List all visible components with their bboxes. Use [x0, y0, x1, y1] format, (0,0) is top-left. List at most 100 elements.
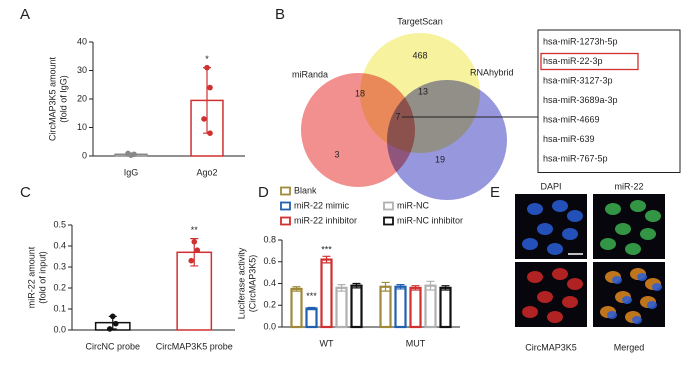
list-item: hsa-miR-3127-3p: [543, 75, 613, 85]
cell: [615, 223, 631, 235]
list-item: hsa-miR-22-3p: [543, 56, 603, 66]
cell: [567, 210, 583, 222]
y-tick-label: 0.1: [53, 303, 66, 313]
cell: [562, 296, 578, 308]
cell: [547, 311, 563, 323]
cell: [607, 311, 617, 319]
legend-swatch: [280, 186, 291, 196]
legend-swatch: [383, 216, 394, 226]
panel-label: A: [20, 6, 30, 23]
cell: [632, 316, 642, 324]
bar: [379, 285, 392, 329]
cell: [537, 223, 553, 235]
list-item: hsa-miR-639: [543, 134, 595, 144]
region-count: 468: [412, 50, 427, 60]
y-tick-label: 0.5: [53, 219, 66, 229]
bar: [439, 286, 452, 329]
region-count: 3: [334, 149, 339, 159]
y-axis-label: Luciferase activity: [236, 247, 246, 319]
data-point: [125, 150, 131, 157]
cell: [537, 291, 553, 303]
y-tick-label: 0.6: [263, 256, 276, 266]
data-point: [207, 84, 213, 91]
legend-label: miR-NC inhibitor: [397, 215, 463, 225]
error-bar: [337, 283, 346, 292]
cell: [552, 268, 568, 280]
data-point: [109, 313, 116, 320]
y-tick-label: 30: [77, 65, 87, 75]
cell: [625, 243, 641, 255]
error-bar: [396, 283, 405, 290]
cell: [547, 243, 563, 255]
y-tick-label: 0.8: [263, 234, 276, 244]
y-tick-label: 10: [77, 122, 87, 132]
cell: [600, 238, 616, 250]
error-bar: [352, 282, 361, 289]
region-count: 19: [435, 154, 445, 164]
bar: [424, 284, 437, 329]
data-point: [106, 326, 113, 332]
cell: [612, 276, 622, 284]
cell: [527, 203, 543, 215]
error-bar: [381, 281, 390, 292]
error-bar: [426, 280, 435, 291]
cell: [605, 203, 621, 215]
x-tick-label: WT: [320, 338, 334, 348]
significance: ***: [306, 291, 317, 301]
list-item: hsa-miR-4669: [543, 114, 600, 124]
y-tick-label: 0: [82, 150, 87, 160]
significance: ***: [321, 245, 332, 255]
legend-swatch: [383, 201, 394, 211]
y-tick-label: 0.0: [53, 324, 66, 334]
data-point: [207, 130, 213, 136]
y-tick-label: 0.3: [53, 261, 66, 271]
bar: [320, 258, 333, 329]
cell: [527, 271, 543, 283]
highlight: [540, 52, 639, 71]
bar: [409, 286, 422, 329]
panel-label: B: [275, 6, 285, 23]
legend-swatch: [280, 201, 291, 211]
cell: [522, 306, 538, 318]
y-tick-label: 0.2: [53, 282, 66, 292]
bar: [394, 285, 407, 329]
y-axis-label: CircMAP3K5 amount: [47, 56, 57, 141]
list-item: hsa-miR-1273h-5p: [543, 36, 618, 46]
error-bar: [307, 306, 316, 311]
venn-set: [387, 80, 507, 200]
y-tick-label: 0.2: [263, 300, 276, 310]
set-label: RNAhybrid: [470, 67, 514, 77]
y-tick-label: 0.0: [263, 321, 276, 331]
image-label: DAPI: [540, 181, 561, 191]
cell: [640, 228, 656, 240]
data-point: [201, 116, 207, 122]
y-tick-label: 40: [77, 36, 87, 46]
y-axis-label: (fold of IgG): [58, 75, 68, 123]
y-tick-label: 0.4: [263, 278, 276, 288]
data-point: [194, 247, 201, 253]
error-bar: [441, 285, 450, 291]
error-bar: [411, 285, 420, 291]
set-label: TargetScan: [397, 16, 443, 26]
list-item: hsa-miR-767-5p: [543, 153, 608, 163]
cell: [637, 273, 647, 281]
bar: [290, 287, 303, 329]
y-axis-label: (CircMAP3K5): [247, 255, 257, 313]
x-tick-label: CircNC probe: [85, 341, 140, 351]
legend-label: miR-22 inhibitor: [294, 215, 357, 225]
cell: [652, 283, 662, 291]
y-tick-label: 0.4: [53, 240, 66, 250]
legend-swatch: [280, 216, 291, 226]
venn-set: [301, 73, 415, 187]
error-bar: [322, 255, 331, 264]
significance: **: [191, 225, 199, 235]
set-label: miRanda: [292, 69, 328, 79]
cell: [630, 200, 646, 212]
y-tick-label: 20: [77, 93, 87, 103]
region-count: 18: [355, 88, 365, 98]
cell: [645, 210, 661, 222]
y-axis-label: miR-22 amount: [26, 246, 36, 308]
cell: [567, 278, 583, 290]
region-count: 13: [418, 86, 428, 96]
